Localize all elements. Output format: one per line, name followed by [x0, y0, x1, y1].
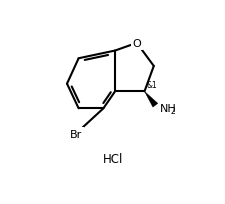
- Text: &1: &1: [145, 81, 156, 90]
- Text: Br: Br: [70, 129, 82, 139]
- Text: HCl: HCl: [103, 152, 123, 165]
- Text: NH: NH: [159, 104, 176, 114]
- Polygon shape: [144, 92, 157, 108]
- Text: 2: 2: [170, 106, 175, 115]
- Text: O: O: [132, 39, 140, 49]
